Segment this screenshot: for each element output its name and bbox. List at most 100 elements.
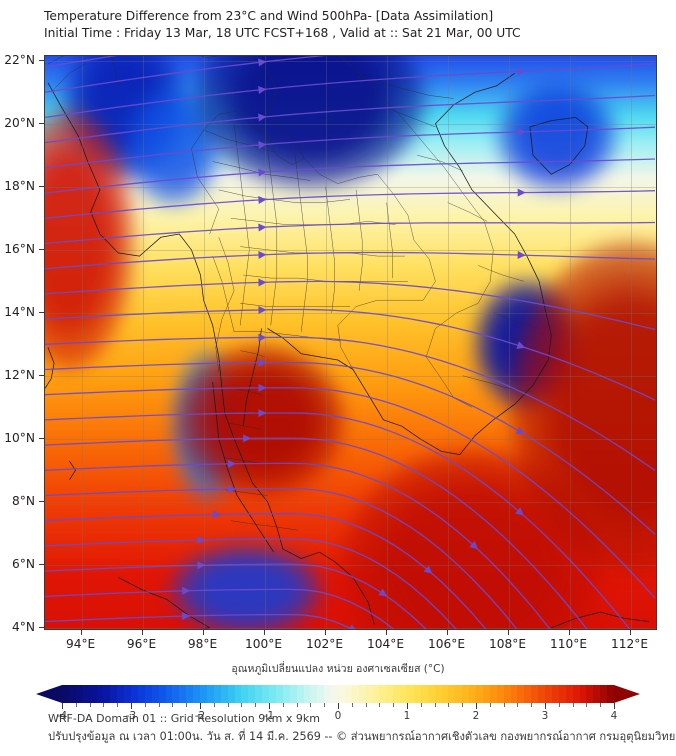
streamline-arrowhead xyxy=(197,561,206,570)
colorbar-band xyxy=(68,685,77,703)
colorbar-band xyxy=(103,685,111,703)
y-axis-label: 14°N xyxy=(4,304,35,319)
colorbar-major-tick xyxy=(614,703,615,709)
colorbar-minor-tick xyxy=(324,703,326,707)
administrative-border xyxy=(234,388,262,395)
y-axis-label: 20°N xyxy=(4,115,35,130)
wind-streamline xyxy=(45,336,656,471)
colorbar-major-tick xyxy=(131,703,132,709)
x-axis-label: 96°E xyxy=(126,637,157,651)
temperature-anomaly-field xyxy=(45,56,656,629)
y-axis-label: 16°N xyxy=(4,241,35,256)
administrative-border xyxy=(294,155,308,332)
wind-streamline-layer xyxy=(45,56,656,629)
x-axis-label: 94°E xyxy=(65,637,96,651)
colorbar-band xyxy=(607,685,614,703)
y-axis-tick xyxy=(39,248,44,250)
y-axis-label: 10°N xyxy=(4,430,35,445)
colorbar-minor-tick xyxy=(144,703,146,707)
streamline-arrowhead xyxy=(258,58,267,67)
administrative-border xyxy=(200,56,278,115)
colorbar-tick-label: 1 xyxy=(403,710,411,722)
x-axis-label: 104°E xyxy=(367,637,405,651)
footer-credit: ปรับปรุงข้อมูล ณ เวลา 01:00น. วัน ส. ที่… xyxy=(48,730,676,743)
colorbar-minor-tick xyxy=(489,703,491,707)
administrative-border xyxy=(417,154,463,172)
colorbar-band xyxy=(75,685,84,703)
x-axis-label: 112°E xyxy=(611,637,649,651)
y-axis-label: 18°N xyxy=(4,178,35,193)
colorbar-minor-tick xyxy=(310,703,312,707)
y-axis-label: 22°N xyxy=(4,52,35,67)
colorbar-title: อุณหภูมิเปลี่ยนแปลง หน่วย องศาเซลเซียส (… xyxy=(231,663,445,675)
administrative-border xyxy=(50,63,85,93)
colorbar-tick-label: 3 xyxy=(541,710,549,722)
colorbar-band xyxy=(131,685,139,703)
colorbar-band xyxy=(558,685,567,703)
colorbar-minor-tick xyxy=(517,703,519,707)
colorbar-band xyxy=(344,685,353,703)
colorbar-minor-tick xyxy=(572,703,574,707)
colorbar[interactable]: -4 -3 -2 -1 0 1 2 3 4 xyxy=(36,685,640,722)
streamline-arrowhead xyxy=(258,278,267,287)
administrative-border xyxy=(240,350,265,358)
administrative-border xyxy=(267,114,436,301)
coastline xyxy=(551,611,649,629)
colorbar-minor-tick xyxy=(351,703,353,707)
administrative-border xyxy=(462,375,534,392)
colorbar-major-tick xyxy=(269,703,270,709)
streamline-arrowhead xyxy=(258,113,267,122)
colorbar-band xyxy=(441,685,449,703)
colorbar-extend-max-cap xyxy=(614,685,640,703)
colorbar-band xyxy=(489,685,498,703)
colorbar-minor-tick xyxy=(117,703,119,707)
colorbar-minor-tick xyxy=(365,703,367,707)
colorbar-band xyxy=(386,685,394,703)
x-axis-label: 98°E xyxy=(187,637,218,651)
colorbar-minor-tick xyxy=(434,703,436,707)
colorbar-minor-tick xyxy=(213,703,215,707)
y-axis-label: 4°N xyxy=(12,619,35,634)
colorbar-band xyxy=(579,685,587,703)
colorbar-band xyxy=(586,685,594,703)
streamline-arrowhead xyxy=(182,612,191,621)
colorbar-major-tick xyxy=(338,703,339,709)
colorbar-band xyxy=(117,685,125,703)
colorbar-minor-tick xyxy=(462,703,464,707)
colorbar-major-tick xyxy=(62,703,63,709)
streamline-arrowhead xyxy=(515,507,524,516)
coastline xyxy=(529,117,589,175)
colorbar-tick-label: 2 xyxy=(472,710,480,722)
streamline-arrowhead xyxy=(469,540,478,550)
colorbar-band xyxy=(372,685,380,703)
colorbar-band xyxy=(531,685,539,703)
colorbar-band xyxy=(600,685,608,703)
colorbar-tick-label: 0 xyxy=(334,710,342,722)
administrative-border xyxy=(215,237,235,373)
colorbar-band xyxy=(179,685,187,703)
colorbar-minor-tick xyxy=(503,703,505,707)
wind-streamline xyxy=(45,437,588,629)
colorbar-band xyxy=(317,685,325,703)
y-axis-label: 6°N xyxy=(12,556,35,571)
colorbar-minor-tick xyxy=(586,703,588,707)
colorbar-minor-tick xyxy=(103,703,105,707)
title-line-2: Initial Time : Friday 13 Mar, 18 UTC FCS… xyxy=(44,26,521,40)
streamline-arrowhead xyxy=(182,586,191,595)
colorbar-minor-tick xyxy=(296,703,298,707)
streamline-arrowhead xyxy=(243,434,252,443)
colorbar-band xyxy=(351,685,360,703)
colorbar-band xyxy=(310,685,318,703)
streamline-arrowhead-layer xyxy=(182,58,526,629)
map-plot-area[interactable] xyxy=(44,55,657,630)
administrative-border xyxy=(236,110,305,165)
streamline-arrowhead xyxy=(517,67,526,76)
streamline-arrowhead xyxy=(197,536,206,545)
coastline xyxy=(45,347,55,389)
administrative-border xyxy=(337,299,424,370)
colorbar-band xyxy=(289,685,298,703)
administrative-border xyxy=(386,107,436,128)
footer-domain-info: WRF-DA Domain 01 :: Grid Resolution 9km … xyxy=(48,712,320,725)
wind-streamline xyxy=(45,462,551,629)
administrative-border xyxy=(47,56,119,86)
